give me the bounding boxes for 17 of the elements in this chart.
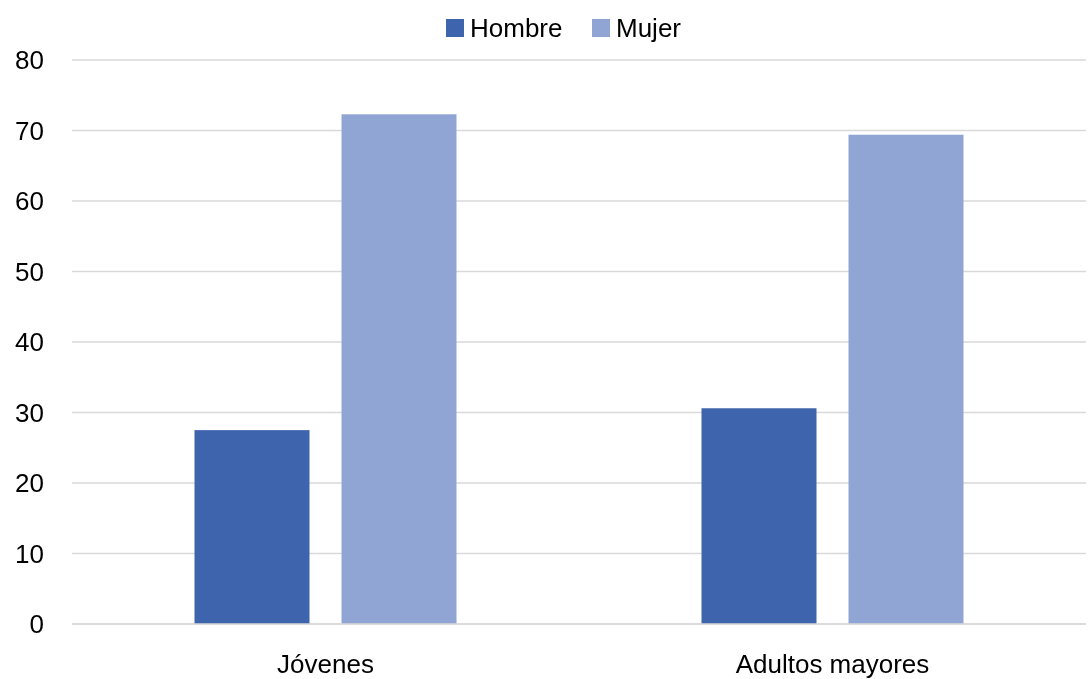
y-tick-label: 50 — [15, 256, 44, 287]
y-tick-label: 30 — [15, 397, 44, 428]
y-tick-label: 10 — [15, 538, 44, 569]
bar — [701, 408, 817, 624]
y-tick-label: 40 — [15, 327, 44, 358]
x-tick-label: Jóvenes — [277, 649, 374, 679]
y-tick-label: 80 — [15, 45, 44, 76]
y-tick-label: 20 — [15, 468, 44, 499]
y-tick-label: 0 — [29, 609, 44, 640]
x-tick-label: Adultos mayores — [735, 649, 930, 679]
y-tick-label: 60 — [15, 186, 44, 217]
bar — [194, 430, 310, 624]
y-tick-label: 70 — [15, 115, 44, 146]
bar — [848, 134, 964, 624]
legend-label: Mujer — [616, 13, 682, 43]
bar — [341, 114, 457, 624]
legend-label: Hombre — [470, 13, 563, 43]
